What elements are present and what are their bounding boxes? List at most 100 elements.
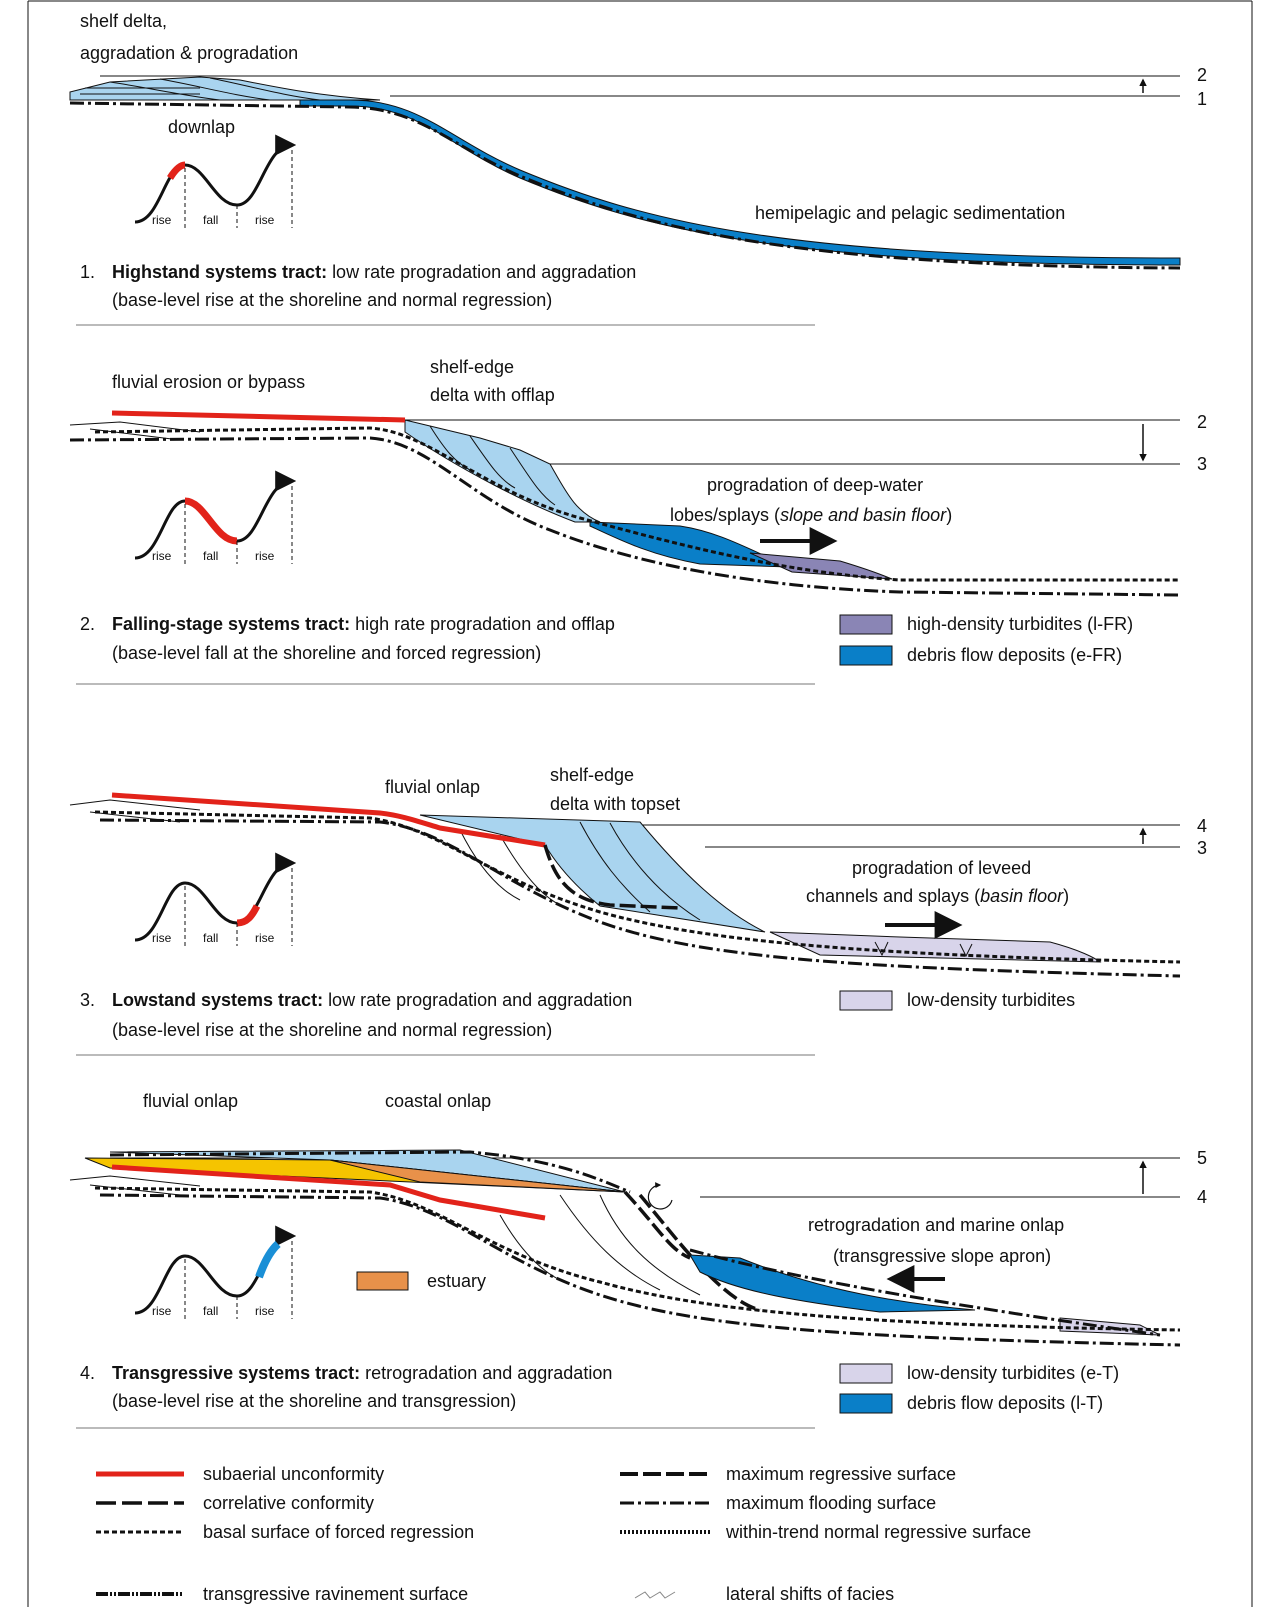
label: delta with offlap — [430, 385, 555, 405]
number: 1. — [80, 262, 95, 282]
legend-label: lateral shifts of facies — [726, 1584, 894, 1604]
title: Falling-stage systems tract: — [112, 614, 350, 634]
label: progradation of leveed — [852, 858, 1031, 878]
level-label: 3 — [1197, 454, 1207, 474]
label: fluvial erosion or bypass — [112, 372, 305, 392]
panel-note: (base-level rise at the shoreline and no… — [112, 290, 552, 310]
base-level-curve: rise fall rise — [135, 863, 292, 946]
legend-swatch — [840, 646, 892, 665]
legend-swatch — [840, 1364, 892, 1383]
panel-falling-stage: fluvial erosion or bypass shelf-edge del… — [70, 357, 1207, 684]
legend-label: within-trend normal regressive surface — [725, 1522, 1031, 1542]
label: fluvial onlap — [385, 777, 480, 797]
label: delta with topset — [550, 794, 680, 814]
label: shelf-edge — [550, 765, 634, 785]
shape — [135, 145, 292, 222]
shape — [70, 103, 1180, 268]
panel-note: (base-level rise at the shoreline and tr… — [112, 1391, 516, 1411]
base-level-curve: rise fall rise — [135, 1236, 292, 1319]
legend-swatch — [840, 991, 892, 1010]
label: channels and splays (basin floor) — [806, 886, 1069, 906]
number: 2. — [80, 614, 95, 634]
panel-title: 2. Falling-stage systems tract:high rate … — [80, 614, 615, 634]
shape — [635, 1592, 675, 1598]
level-label: 4 — [1197, 816, 1207, 836]
curve-label: fall — [203, 213, 218, 227]
label: (transgressive slope apron) — [833, 1246, 1051, 1266]
shape — [70, 1176, 200, 1195]
legend-label: high-density turbidites (l-FR) — [907, 614, 1133, 634]
level-label: 4 — [1197, 1187, 1207, 1207]
curve-label: rise — [152, 549, 172, 563]
label: lobes/splays (slope and basin floor) — [670, 505, 952, 525]
label: shelf-edge — [430, 357, 514, 377]
level-label: 3 — [1197, 838, 1207, 858]
panel-title: 3. Lowstand systems tract:low rate progra… — [80, 990, 632, 1010]
subaerial-unconformity — [112, 413, 405, 420]
legend-label: low-density turbidites — [907, 990, 1075, 1010]
legend-swatch — [840, 1394, 892, 1413]
label-part: lobes/splays ( — [670, 505, 780, 525]
label: downlap — [168, 117, 235, 137]
curve-label: fall — [203, 549, 218, 563]
number: 4. — [80, 1363, 95, 1383]
panel-note: (base-level fall at the shoreline and fo… — [112, 643, 541, 663]
curve-label: rise — [152, 213, 172, 227]
legend-label: correlative conformity — [203, 1493, 374, 1513]
shape — [70, 438, 1180, 595]
legend-swatch — [357, 1272, 408, 1290]
label: shelf delta, — [80, 11, 167, 31]
legend-swatch — [840, 615, 892, 634]
label-part: basin floor — [980, 886, 1064, 906]
title: Transgressive systems tract: — [112, 1363, 360, 1383]
curve-label: rise — [255, 931, 275, 945]
shape — [135, 863, 292, 940]
level-label: 1 — [1197, 89, 1207, 109]
label-part: channels and splays ( — [806, 886, 980, 906]
label: fluvial onlap — [143, 1091, 238, 1111]
label-part: ) — [1063, 886, 1069, 906]
label: progradation of deep-water — [707, 475, 923, 495]
curve-label: rise — [255, 213, 275, 227]
legend-label: maximum regressive surface — [726, 1464, 956, 1484]
page: {"panels": [ {"labels": ["shelf delta,",… — [0, 0, 1283, 1607]
label: coastal onlap — [385, 1091, 491, 1111]
panel-title: 4. Transgressive systems tract:retrograda… — [80, 1363, 612, 1383]
diagram: shelf delta, aggradation & progradation … — [0, 0, 1283, 1607]
legend-label: transgressive ravinement surface — [203, 1584, 468, 1604]
label-part: slope and basin floor — [780, 505, 947, 525]
label: hemipelagic and pelagic sedimentation — [755, 203, 1065, 223]
shape — [648, 1185, 672, 1209]
curve-label: rise — [152, 931, 172, 945]
shape — [259, 1244, 278, 1277]
label-part: ) — [946, 505, 952, 525]
legend-label: debris flow deposits (l-T) — [907, 1393, 1103, 1413]
panel-title: 1.Highstand systems tract:low rate progr… — [80, 262, 636, 282]
shape — [135, 1236, 292, 1313]
panel-highstand: shelf delta, aggradation & progradation … — [70, 11, 1207, 325]
shape — [170, 165, 185, 178]
curve-label: rise — [255, 1304, 275, 1318]
description: retrogradation and aggradation — [365, 1363, 612, 1383]
description: low rate progradation and aggradation — [328, 990, 632, 1010]
legend-label: basal surface of forced regression — [203, 1522, 474, 1542]
legend-label: debris flow deposits (e-FR) — [907, 645, 1122, 665]
curve-label: fall — [203, 931, 218, 945]
shape — [237, 906, 257, 923]
title: Lowstand systems tract: — [112, 990, 323, 1010]
shape — [185, 501, 237, 541]
legend: subaerial unconformity correlative confo… — [96, 1464, 1031, 1604]
description: high rate progradation and offlap — [355, 614, 615, 634]
base-level-curve: rise fall rise — [135, 145, 292, 228]
level-label: 5 — [1197, 1148, 1207, 1168]
curve-label: fall — [203, 1304, 218, 1318]
panel-transgressive: fluvial onlap coastal onlap 5 4 rise fal… — [70, 1091, 1207, 1428]
legend-label: maximum flooding surface — [726, 1493, 936, 1513]
label: aggradation & progradation — [80, 43, 298, 63]
description: low rate progradation and aggradation — [332, 262, 636, 282]
base-level-curve: rise fall rise — [135, 481, 292, 564]
number: 3. — [80, 990, 95, 1010]
level-label: 2 — [1197, 412, 1207, 432]
label: retrogradation and marine onlap — [808, 1215, 1064, 1235]
legend-label: low-density turbidites (e-T) — [907, 1363, 1119, 1383]
